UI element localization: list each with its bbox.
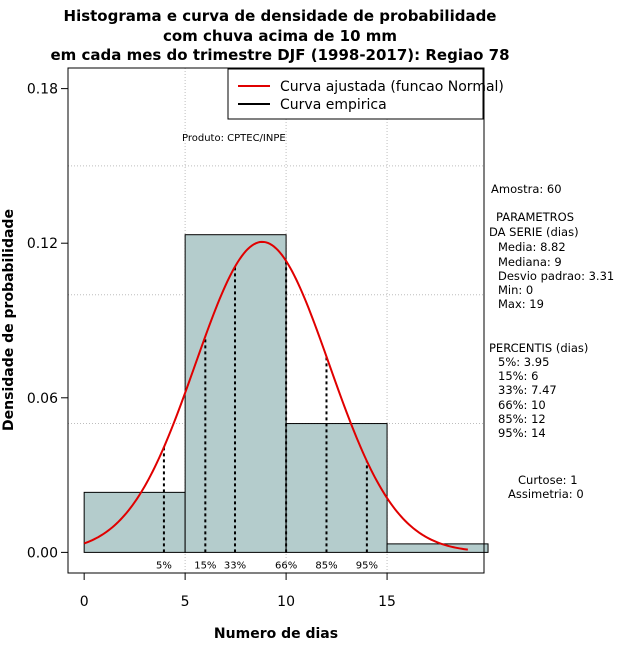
chart-title-line-1: Histograma e curva de densidade de proba… [63, 7, 497, 25]
y-tick-label-1: 0.06 [27, 391, 58, 407]
curves [83, 240, 468, 551]
legend-empirical-label: Curva empirica [280, 97, 387, 113]
percentile-lines: 5% 15% 33% 66% 85% 95% [156, 260, 378, 571]
fitted-normal-curve [83, 240, 468, 551]
chart-title-line-2: com chuva acima de 10 mm [162, 27, 398, 45]
product-annotation: Produto: CPTEC/INPE [182, 133, 286, 144]
kurtosis: Curtose: 1 [518, 473, 578, 487]
legend: Curva ajustada (funcao Normal) Curva emp… [227, 68, 504, 120]
legend-box [227, 68, 484, 120]
percentile-label-4: 85% [315, 560, 337, 571]
x-tick-label-1: 5 [181, 594, 190, 610]
percentile-95: 95%: 14 [498, 426, 546, 440]
x-tick-label-0: 0 [80, 594, 89, 610]
param-median: Mediana: 9 [498, 255, 562, 269]
x-tick-label-2: 10 [277, 594, 295, 610]
param-min: Min: 0 [498, 283, 534, 297]
percentile-33: 33%: 7.47 [498, 383, 557, 397]
percentile-label-0: 5% [156, 560, 172, 571]
legend-fitted-label: Curva ajustada (funcao Normal) [280, 79, 504, 95]
parameters-title-2: DA SERIE (dias) [489, 225, 579, 239]
param-sd: Desvio padrao: 3.31 [498, 269, 615, 283]
sample-size: Amostra: 60 [491, 182, 562, 196]
percentiles-title: PERCENTIS (dias) [489, 341, 589, 355]
percentile-66: 66%: 10 [498, 398, 546, 412]
x-axis-label: Numero de dias [214, 626, 338, 642]
y-tick-label-3: 0.18 [27, 82, 58, 98]
x-tick-label-3: 15 [378, 594, 396, 610]
percentile-label-5: 95% [356, 560, 378, 571]
y-axis-label: Densidade de probabilidade [1, 209, 17, 431]
percentile-85: 85%: 12 [498, 412, 546, 426]
histogram-bar-2 [285, 423, 388, 553]
parameters-title-1: PARAMETROS [496, 210, 575, 224]
chart-title-line-3: em cada mes do trimestre DJF (1998-2017)… [50, 46, 510, 64]
percentile-label-3: 66% [275, 560, 297, 571]
percentile-label-2: 33% [224, 560, 246, 571]
percentile-label-1: 15% [194, 560, 216, 571]
percentile-15: 15%: 6 [498, 369, 539, 383]
histogram-bar-3 [386, 543, 489, 553]
y-tick-label-0: 0.00 [27, 545, 58, 561]
skewness: Assimetria: 0 [508, 487, 584, 501]
y-tick-label-2: 0.12 [27, 236, 58, 252]
param-max: Max: 19 [498, 297, 544, 311]
param-mean: Media: 8.82 [498, 240, 566, 254]
axes: 0 5 10 15 0.00 0.06 0.12 0.18 [27, 82, 396, 610]
percentile-5: 5%: 3.95 [498, 355, 550, 369]
